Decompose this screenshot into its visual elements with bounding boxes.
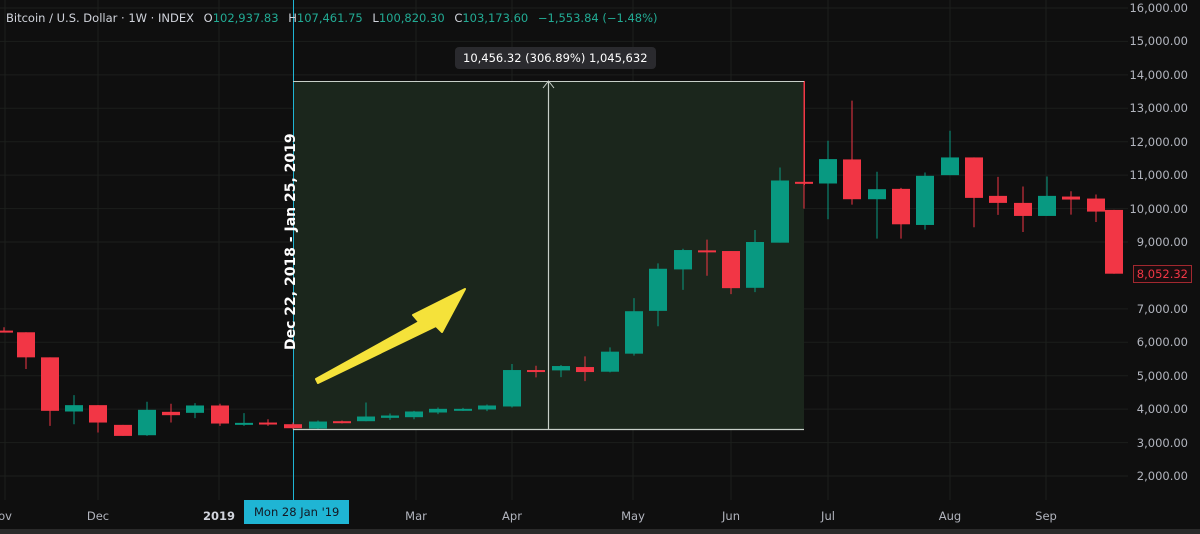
candle: [138, 409, 156, 436]
candle: [868, 189, 886, 200]
candle: [1087, 198, 1105, 212]
candle: [17, 332, 35, 358]
candle: [674, 250, 692, 270]
candle: [552, 366, 570, 371]
time-tick: 2019: [202, 509, 236, 523]
time-axis[interactable]: ov Dec 2019 Mar Apr May Jun Jul Aug Sep: [0, 505, 1200, 529]
candle: [259, 422, 277, 425]
candle: [503, 370, 521, 407]
last-price-tag: 8,052.32: [1132, 264, 1192, 283]
candle: [114, 424, 132, 436]
time-tick: Aug: [938, 509, 962, 523]
candle: [405, 411, 423, 418]
candle: [429, 408, 447, 413]
candle: [1105, 209, 1123, 274]
price-tick: 11,000.00: [1129, 168, 1188, 183]
candle: [1014, 202, 1032, 216]
price-tick: 15,000.00: [1129, 34, 1188, 49]
candle: [357, 416, 375, 422]
candle: [41, 357, 59, 411]
price-tick: 4,000.00: [1136, 402, 1188, 417]
price-tick: 12,000.00: [1129, 134, 1188, 149]
candle: [0, 330, 13, 333]
date-range-label: Dec 22, 2018 - Jan 25, 2019: [283, 133, 299, 350]
high-value: 107,461.75: [296, 11, 363, 25]
time-tick: Sep: [1035, 509, 1057, 523]
time-tick: May: [621, 509, 645, 523]
time-tick: Jul: [821, 509, 835, 523]
candle: [698, 250, 716, 253]
candle: [333, 421, 351, 424]
candle: [916, 175, 934, 225]
price-axis[interactable]: 16,000.00 15,000.00 14,000.00 13,000.00 12,0…: [1108, 0, 1200, 505]
candle: [649, 268, 667, 311]
price-tick: 3,000.00: [1136, 435, 1188, 450]
bottom-border: [0, 529, 1200, 534]
candle: [65, 405, 83, 412]
symbol-name[interactable]: Bitcoin / U.S. Dollar · 1W · INDEX: [6, 11, 194, 25]
candle: [989, 195, 1007, 203]
candle: [819, 159, 837, 184]
candles: [0, 81, 1123, 436]
candle: [381, 415, 399, 418]
measure-outline: [293, 80, 805, 431]
symbol-legend: Bitcoin / U.S. Dollar · 1W · INDEX O102,…: [6, 11, 658, 25]
candle: [601, 351, 619, 372]
price-tick: 9,000.00: [1136, 235, 1188, 249]
price-tick: 14,000.00: [1129, 67, 1188, 82]
arrow-icon[interactable]: [315, 288, 466, 384]
low-value: 100,820.30: [378, 11, 445, 25]
candle: [211, 405, 229, 424]
candle: [965, 157, 983, 198]
candle: [843, 159, 861, 200]
time-tick: Mar: [405, 509, 427, 523]
candle: [527, 370, 545, 373]
candle: [771, 180, 789, 243]
time-tick: Dec: [86, 509, 110, 523]
candle: [478, 405, 496, 410]
candle: [746, 242, 764, 288]
candle: [235, 422, 253, 425]
candle: [162, 411, 180, 416]
candle: [722, 251, 740, 289]
candle: [892, 188, 910, 225]
candle: [1062, 196, 1080, 200]
time-tick: Jun: [722, 509, 740, 523]
time-tick: Apr: [502, 509, 522, 523]
close-value: 103,173.60: [462, 11, 529, 25]
price-tick: 5,000.00: [1136, 368, 1188, 383]
price-tick: 2,000.00: [1136, 469, 1188, 484]
candle: [309, 421, 327, 429]
candle: [284, 424, 302, 429]
open-value: 102,937.83: [212, 11, 279, 25]
price-tick: 10,000.00: [1129, 201, 1188, 216]
candle: [1038, 195, 1056, 216]
price-tick: 6,000.00: [1136, 335, 1188, 350]
candle: [89, 405, 107, 423]
price-tick: 16,000.00: [1129, 1, 1188, 15]
candle: [625, 311, 643, 354]
price-tick: 7,000.00: [1136, 301, 1188, 316]
candle: [576, 367, 594, 373]
candle: [941, 157, 959, 176]
candle: [454, 408, 472, 411]
time-tick: ov: [0, 509, 12, 523]
crosshair-date-label: Mon 28 Jan '19: [244, 500, 350, 524]
change-value: −1,553.84 (−1.48%): [537, 11, 658, 25]
measure-tooltip: 10,456.32 (306.89%) 1,045,632: [455, 47, 656, 69]
price-tick: 13,000.00: [1129, 101, 1188, 116]
candle: [186, 405, 204, 413]
